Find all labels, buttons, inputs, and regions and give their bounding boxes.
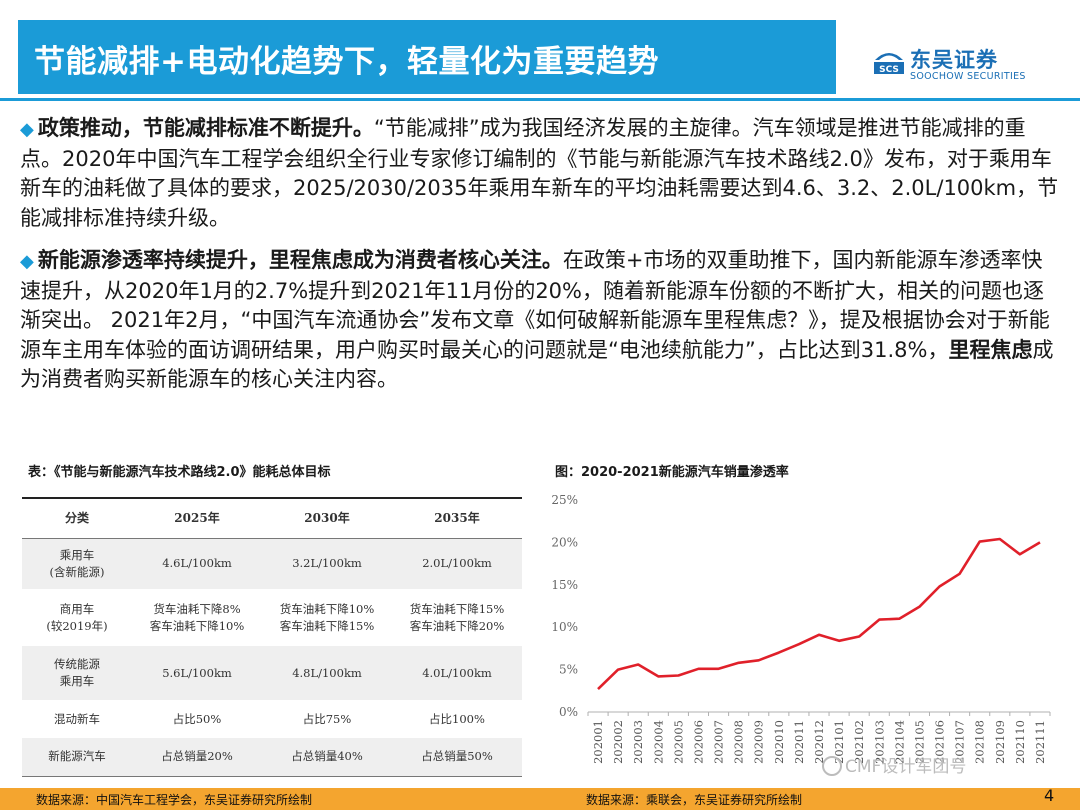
paragraph-body-end: 成为消费者购买新能源车的核心关注内容。 bbox=[20, 337, 1054, 392]
table-cell: 货车油耗下降15% 客车油耗下降20% bbox=[392, 589, 522, 646]
paragraph-emphasis: 里程焦虑 bbox=[948, 337, 1033, 362]
penetration-line-chart: 0% 5% 10% 15% 20% 25% 202001 202002 202003 202004… bbox=[551, 493, 1051, 764]
table-row: 混动新车 占比50% 占比75% 占比100% bbox=[22, 700, 522, 738]
table-cell: 混动新车 bbox=[22, 700, 132, 738]
page-number: 4 bbox=[1044, 786, 1055, 805]
x-tick-label: 202103 bbox=[872, 720, 886, 764]
table-cell: 乘用车 (含新能源) bbox=[22, 538, 132, 589]
table-cell: 传统能源 乘用车 bbox=[22, 646, 132, 700]
y-tick-label: 25% bbox=[551, 493, 578, 507]
paragraph-lead: 新能源渗透率持续提升，里程焦虑成为消费者核心关注。 bbox=[37, 248, 563, 272]
y-tick-label: 20% bbox=[551, 535, 578, 549]
table-cell: 占比50% bbox=[132, 700, 262, 738]
series-line bbox=[597, 537, 1041, 691]
table-row: 乘用车 (含新能源) 4.6L/100km 3.2L/100km 2.0L/10… bbox=[22, 538, 522, 589]
x-tick-label: 202012 bbox=[812, 720, 826, 764]
x-tick-label: 202110 bbox=[1013, 720, 1027, 764]
table-row: 传统能源 乘用车 5.6L/100km 4.8L/100km 4.0L/100k… bbox=[22, 646, 522, 700]
table-cell: 占比75% bbox=[262, 700, 392, 738]
paragraph-penetration: ◆ 新能源渗透率持续提升，里程焦虑成为消费者核心关注。在政策+市场的双重助推下，国… bbox=[20, 246, 1060, 395]
x-tick-label: 202005 bbox=[671, 720, 685, 764]
table-header-cell: 2025年 bbox=[132, 498, 262, 538]
page-title: 节能减排+电动化趋势下，轻量化为重要趋势 bbox=[34, 44, 659, 80]
footer-band bbox=[0, 788, 1080, 810]
table-cell: 3.2L/100km bbox=[262, 538, 392, 589]
table-caption: 表：《节能与新能源汽车技术路线2.0》能耗总体目标 bbox=[28, 465, 331, 480]
table-row: 商用车 (较2019年) 货车油耗下降8% 客车油耗下降10% 货车油耗下降10… bbox=[22, 589, 522, 646]
paragraph-body: “节能减排”成为我国经济发展的主旋律。汽车领域是推进节能减排的重点。2020年中… bbox=[20, 116, 1059, 230]
x-tick-label: 202106 bbox=[933, 720, 947, 764]
x-tick-label: 202001 bbox=[591, 720, 605, 764]
table-header-cell: 2035年 bbox=[392, 498, 522, 538]
table-row: 新能源汽车 占总销量20% 占总销量40% 占总销量50% bbox=[22, 738, 522, 776]
x-tick-label: 202011 bbox=[792, 720, 806, 764]
chart-source: 数据来源：乘联会，东吴证券研究所绘制 bbox=[586, 793, 803, 807]
diamond-bullet-icon: ◆ bbox=[20, 119, 34, 140]
table-cell: 5.6L/100km bbox=[132, 646, 262, 700]
x-tick-label: 202108 bbox=[973, 720, 987, 764]
table-cell: 4.8L/100km bbox=[262, 646, 392, 700]
x-tick-label: 202008 bbox=[732, 720, 746, 764]
chart-title: 图：2020-2021新能源汽车销量渗透率 bbox=[555, 465, 789, 480]
title-divider bbox=[0, 98, 1080, 101]
table-cell: 占总销量50% bbox=[392, 738, 522, 776]
y-tick-label: 5% bbox=[559, 663, 578, 677]
table-header-cell: 2030年 bbox=[262, 498, 392, 538]
table-cell: 占总销量20% bbox=[132, 738, 262, 776]
watermark: CMF设计军团号 bbox=[822, 752, 966, 777]
table-cell: 货车油耗下降10% 客车油耗下降15% bbox=[262, 589, 392, 646]
x-tick-label: 202107 bbox=[953, 720, 967, 764]
watermark-text: CMF设计军团号 bbox=[845, 757, 967, 777]
energy-target-table: 分类 2025年 2030年 2035年 乘用车 (含新能源) 4.6L/100… bbox=[22, 497, 522, 777]
y-tick-label: 10% bbox=[551, 620, 578, 634]
x-tick-label: 202006 bbox=[691, 720, 705, 764]
paragraph-body: 在政策+市场的双重助推下，国内新能源车渗透率快速提升，从2020年1月的2.7%… bbox=[20, 248, 1050, 362]
table-cell: 2.0L/100km bbox=[392, 538, 522, 589]
table-header-row: 分类 2025年 2030年 2035年 bbox=[22, 498, 522, 538]
paragraph-policy: ◆ 政策推动，节能减排标准不断提升。“节能减排”成为我国经济发展的主旋律。汽车领域… bbox=[20, 114, 1060, 233]
title-bar: 节能减排+电动化趋势下，轻量化为重要趋势 bbox=[18, 20, 836, 94]
table-cell: 4.0L/100km bbox=[392, 646, 522, 700]
x-tick-label: 202002 bbox=[611, 720, 625, 764]
table-cell: 商用车 (较2019年) bbox=[22, 589, 132, 646]
table-header-cell: 分类 bbox=[22, 498, 132, 538]
x-tick-label: 202007 bbox=[712, 720, 726, 764]
x-tick-label: 202009 bbox=[752, 720, 766, 764]
table-source: 数据来源：中国汽车工程学会，东吴证券研究所绘制 bbox=[36, 793, 313, 807]
x-tick-label: 202111 bbox=[1033, 720, 1047, 764]
logo-name-cn: 东吴证券 bbox=[910, 48, 998, 72]
logo-mark-text: SCS bbox=[879, 65, 899, 75]
wechat-icon bbox=[822, 756, 842, 776]
x-tick-label: 202109 bbox=[993, 720, 1007, 764]
x-tick-label: 202102 bbox=[852, 720, 866, 764]
logo-mark-icon: SCS bbox=[874, 53, 904, 75]
paragraph-lead: 政策推动，节能减排标准不断提升。 bbox=[37, 116, 374, 140]
x-tick-label: 202105 bbox=[912, 720, 926, 764]
table-cell: 占总销量40% bbox=[262, 738, 392, 776]
x-tick-label: 202003 bbox=[631, 720, 645, 764]
x-tick-label: 202101 bbox=[832, 720, 846, 764]
y-tick-label: 0% bbox=[559, 705, 578, 719]
table-cell: 新能源汽车 bbox=[22, 738, 132, 776]
diamond-bullet-icon: ◆ bbox=[20, 251, 34, 272]
logo-name-en: SOOCHOW SECURITIES bbox=[910, 71, 1026, 82]
x-tick-label: 202104 bbox=[892, 720, 906, 764]
y-tick-label: 15% bbox=[551, 578, 578, 592]
brand-logo: SCS 东吴证券 SOOCHOW SECURITIES bbox=[872, 46, 1032, 90]
x-tick-label: 202004 bbox=[651, 720, 665, 764]
table-cell: 货车油耗下降8% 客车油耗下降10% bbox=[132, 589, 262, 646]
table-cell: 4.6L/100km bbox=[132, 538, 262, 589]
x-tick-label: 202010 bbox=[772, 720, 786, 764]
table-cell: 占比100% bbox=[392, 700, 522, 738]
